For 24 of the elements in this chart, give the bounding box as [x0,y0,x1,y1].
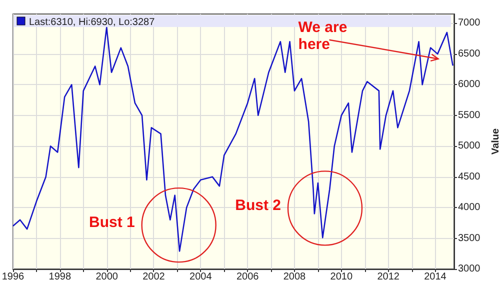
annotation: Bust 2 [235,197,281,214]
x-tick-label: 2012 [377,272,400,282]
y-tick-label: 3500 [458,232,481,244]
annotation: We are here [298,18,348,53]
x-tick-label: 1996 [2,272,25,282]
x-tick-label: 2000 [96,272,118,282]
y-tick-label: 5500 [458,110,481,121]
y-tick-label: 5000 [458,140,481,152]
y-tick-label: 3000 [458,264,481,274]
x-tick-label: 2014 [424,272,447,282]
x-tick-label: 2002 [142,272,166,282]
y-tick-label: 4500 [458,171,481,182]
x-tick-label: 2006 [236,272,260,282]
y-tick-label: 6000 [458,79,481,90]
annotation: Last:6310, Hi:6930, Lo:3287 [29,17,156,28]
x-tick-label: 2004 [190,272,212,282]
y-tick-label: 4000 [458,202,481,214]
y-tick-label: 6500 [458,48,481,60]
x-tick-label: 2008 [283,272,306,282]
y-axis-title: Value [490,128,500,155]
annotation: Bust 1 [89,214,135,232]
x-tick-label: 1998 [48,272,72,282]
x-tick-label: 2010 [330,272,353,282]
y-tick-label: 7000 [458,18,481,29]
